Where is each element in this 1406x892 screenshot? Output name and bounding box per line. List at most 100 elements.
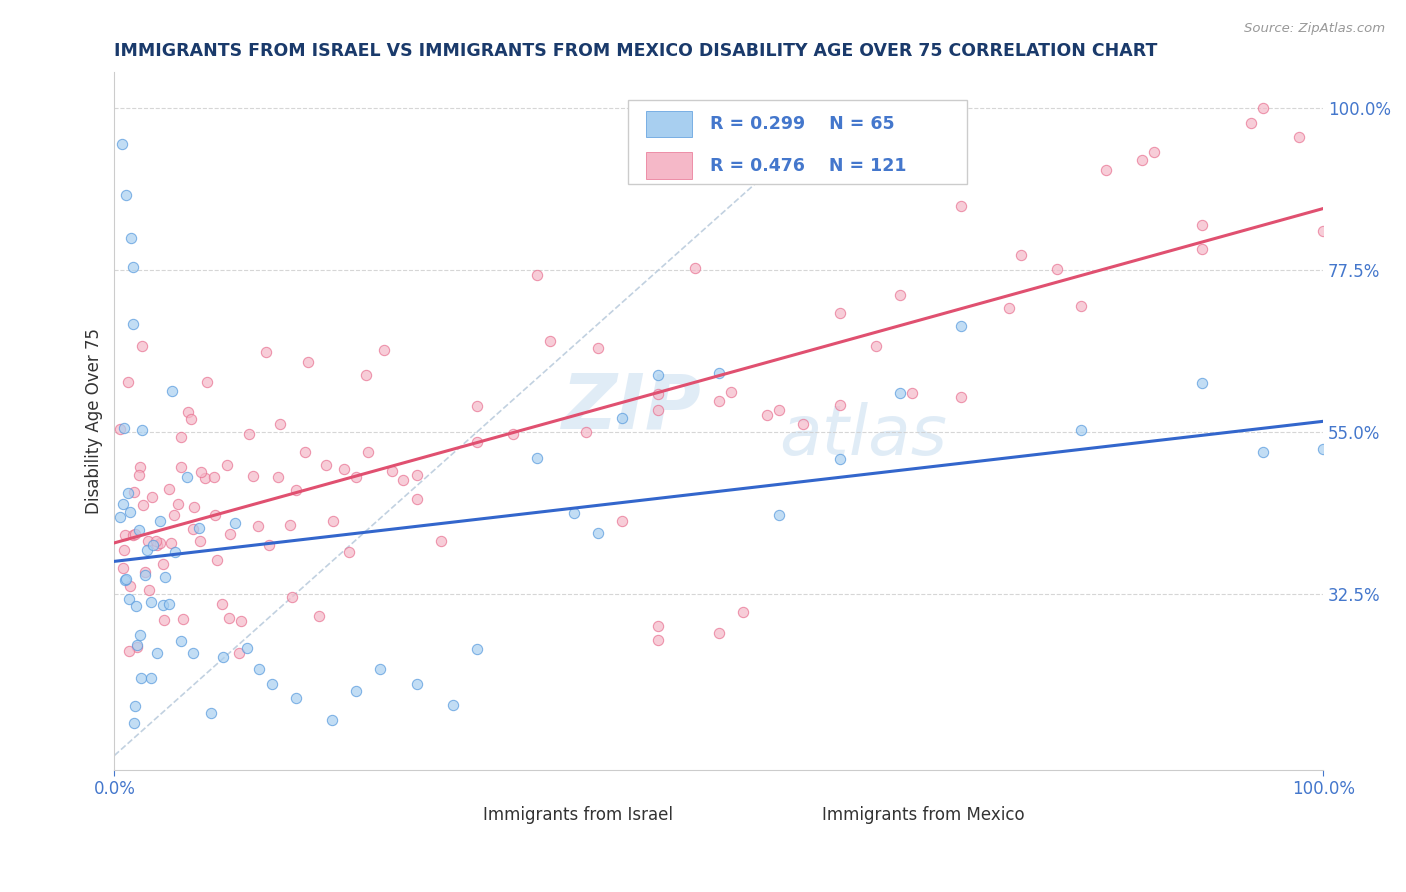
Point [998,301,1021,315]
Point [610,411,633,425]
Point [141,490,163,504]
Point [170,633,193,648]
Text: IMMIGRANTS FROM ISRAEL VS IMMIGRANTS FROM MEXICO DISABILITY AGE OVER 75 CORRELAT: IMMIGRANTS FROM ISRAEL VS IMMIGRANTS FRO… [114,42,1157,60]
Point [111,560,134,574]
Point [138,582,160,597]
Point [1312,225,1334,239]
Point [1239,116,1261,130]
Point [136,534,159,549]
Point [647,402,669,417]
Point [139,671,162,685]
Point [212,649,235,664]
Point [465,435,488,450]
Point [281,590,304,604]
Point [242,469,264,483]
Point [149,514,172,528]
Point [284,483,307,497]
Point [157,597,180,611]
Point [889,287,911,301]
Point [124,699,146,714]
Point [828,306,851,320]
Point [112,542,135,557]
Point [586,526,609,541]
Point [163,545,186,559]
Point [132,498,155,512]
Point [949,390,972,404]
Point [129,672,152,686]
Point [231,614,253,628]
Point [128,628,150,642]
Point [354,368,377,382]
Point [125,599,148,613]
Point [321,713,343,727]
Point [111,137,134,152]
Point [111,497,134,511]
Point [153,570,176,584]
Point [110,422,132,436]
Point [707,626,730,640]
Point [647,368,669,383]
Point [1288,130,1310,145]
Point [768,508,790,522]
Point [1191,243,1213,257]
Point [117,375,139,389]
Point [294,444,316,458]
Point [117,485,139,500]
Point [792,417,814,432]
Point [575,425,598,439]
Point [197,376,219,390]
Point [228,646,250,660]
Text: Immigrants from Israel: Immigrants from Israel [484,806,673,824]
Point [172,612,194,626]
Point [190,465,212,479]
Point [136,542,159,557]
Point [121,260,143,274]
Point [284,690,307,705]
Point [370,662,392,676]
FancyBboxPatch shape [779,805,810,826]
Point [134,568,156,582]
Point [157,482,180,496]
Point [142,538,165,552]
Text: Immigrants from Mexico: Immigrants from Mexico [821,806,1024,824]
Point [202,469,225,483]
Text: atlas: atlas [779,401,948,468]
FancyBboxPatch shape [647,111,692,137]
Point [1046,262,1069,277]
Point [707,394,730,409]
Point [526,450,548,465]
Point [441,698,464,713]
Point [153,613,176,627]
Point [200,706,222,720]
Point [121,527,143,541]
Point [297,355,319,369]
Point [181,646,204,660]
Point [215,458,238,472]
Text: R = 0.476    N = 121: R = 0.476 N = 121 [710,157,907,175]
Point [731,605,754,619]
Point [586,342,609,356]
Point [768,402,790,417]
Point [949,319,972,334]
Point [269,417,291,431]
Point [405,468,427,483]
Point [188,521,211,535]
Point [381,464,404,478]
Point [405,491,427,506]
Point [1010,248,1032,262]
Point [1251,445,1274,459]
Point [205,553,228,567]
Point [465,641,488,656]
Point [204,508,226,522]
Point [118,644,141,658]
Point [828,398,851,412]
Point [122,485,145,500]
Point [124,527,146,541]
Point [167,497,190,511]
Point [647,387,669,401]
Point [131,423,153,437]
Point [308,609,330,624]
Point [134,565,156,579]
Point [219,526,242,541]
Point [181,523,204,537]
